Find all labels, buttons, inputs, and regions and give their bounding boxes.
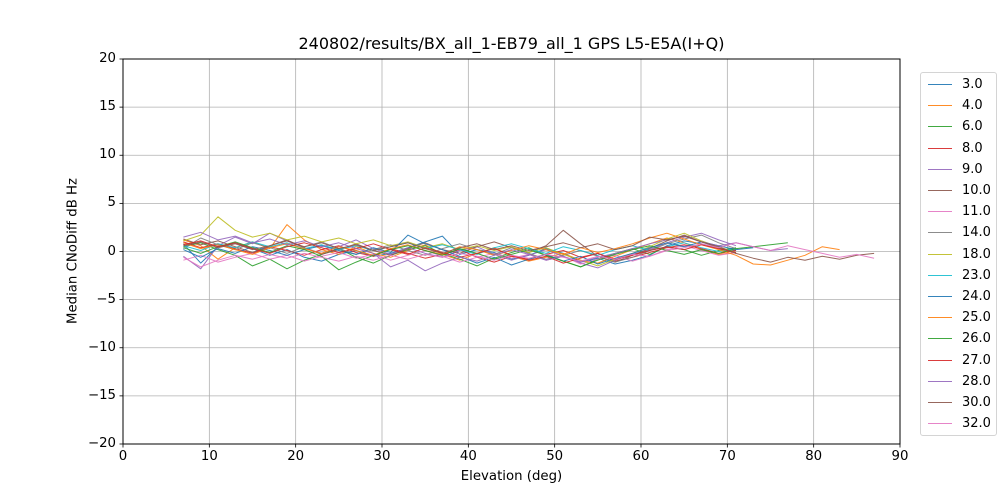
legend-item-11.0: 11.0 [921,201,996,222]
legend-item-30.0: 30.0 [921,392,996,413]
legend-label: 14.0 [962,225,991,241]
legend-label: 3.0 [962,77,983,93]
legend-label: 25.0 [962,310,991,326]
y-tick-label-0: 0 [107,243,116,259]
x-tick-label-70: 70 [718,449,736,464]
legend-label: 18.0 [962,246,991,262]
series-line-32.0 [183,242,875,268]
legend-label: 26.0 [962,331,991,347]
x-tick-label-30: 30 [373,449,391,464]
legend-label: 4.0 [962,98,983,114]
legend-label: 9.0 [962,161,983,177]
legend-label: 11.0 [962,204,991,220]
legend-label: 10.0 [962,183,991,199]
legend-item-25.0: 25.0 [921,307,996,328]
legend-line-swatch [928,274,952,276]
legend-item-4.0: 4.0 [921,95,996,116]
legend-label: 32.0 [962,416,991,432]
y-tick-label-10: 10 [99,147,116,163]
legend-line-swatch [928,253,952,255]
x-tick-label-20: 20 [287,449,305,464]
legend-line-swatch [928,147,952,149]
chart-title: 240802/results/BX_all_1-EB79_all_1 GPS L… [298,34,725,53]
legend-line-swatch [928,359,952,361]
y-tick-label-5: 5 [107,195,116,211]
x-tick-label-40: 40 [459,449,477,464]
legend-line-swatch [928,380,952,382]
legend-item-9.0: 9.0 [921,159,996,180]
legend-label: 8.0 [962,140,983,156]
series-line-3.0 [183,235,737,265]
legend-line-swatch [928,423,952,425]
legend-line-swatch [928,295,952,297]
legend-line-swatch [928,232,952,234]
legend-item-18.0: 18.0 [921,244,996,265]
legend-line-swatch [928,126,952,128]
series-line-23.0 [183,241,737,256]
legend-item-10.0: 10.0 [921,180,996,201]
legend-label: 23.0 [962,267,991,283]
series-line-9.0 [183,232,737,270]
y-tick-label-15: 15 [99,99,116,115]
legend-item-6.0: 6.0 [921,116,996,137]
series-line-14.0 [183,234,737,263]
x-tick-label-10: 10 [200,449,218,464]
legend-label: 24.0 [962,288,991,304]
x-tick-label-90: 90 [891,449,909,464]
x-tick-label-0: 0 [118,449,128,464]
y-tick-label--20: −20 [87,436,116,451]
legend-line-swatch [928,84,952,86]
legend-line-swatch [928,211,952,213]
legend-item-28.0: 28.0 [921,371,996,392]
series-line-30.0 [183,235,875,263]
y-tick-label-20: 20 [99,51,116,66]
legend-item-24.0: 24.0 [921,286,996,307]
series-line-11.0 [183,245,737,265]
legend-label: 28.0 [962,373,991,389]
legend-item-27.0: 27.0 [921,349,996,370]
legend-item-14.0: 14.0 [921,222,996,243]
legend-label: 30.0 [962,394,991,410]
legend-line-swatch [928,338,952,340]
legend-item-8.0: 8.0 [921,138,996,159]
x-tick-label-50: 50 [546,449,564,464]
y-tick-label--10: −10 [87,339,116,355]
legend-line-swatch [928,190,952,192]
series-line-26.0 [183,241,788,271]
x-tick-label-60: 60 [632,449,650,464]
legend-line-swatch [928,105,952,107]
y-tick-label--15: −15 [87,387,116,403]
legend-line-swatch [928,317,952,319]
legend-line-swatch [928,401,952,403]
legend-item-3.0: 3.0 [921,74,996,95]
y-tick-label--5: −5 [96,291,116,307]
legend-label: 27.0 [962,352,991,368]
legend-line-swatch [928,168,952,170]
legend-label: 6.0 [962,119,983,135]
legend-item-26.0: 26.0 [921,328,996,349]
legend-item-32.0: 32.0 [921,413,996,434]
legend-item-23.0: 23.0 [921,265,996,286]
x-tick-label-80: 80 [805,449,823,464]
x-axis-label: Elevation (deg) [460,469,563,484]
legend: 3.0 4.0 6.0 8.0 9.0 10.0 11.0 14.0 18.0 23.0 24.0 2… [920,72,997,437]
